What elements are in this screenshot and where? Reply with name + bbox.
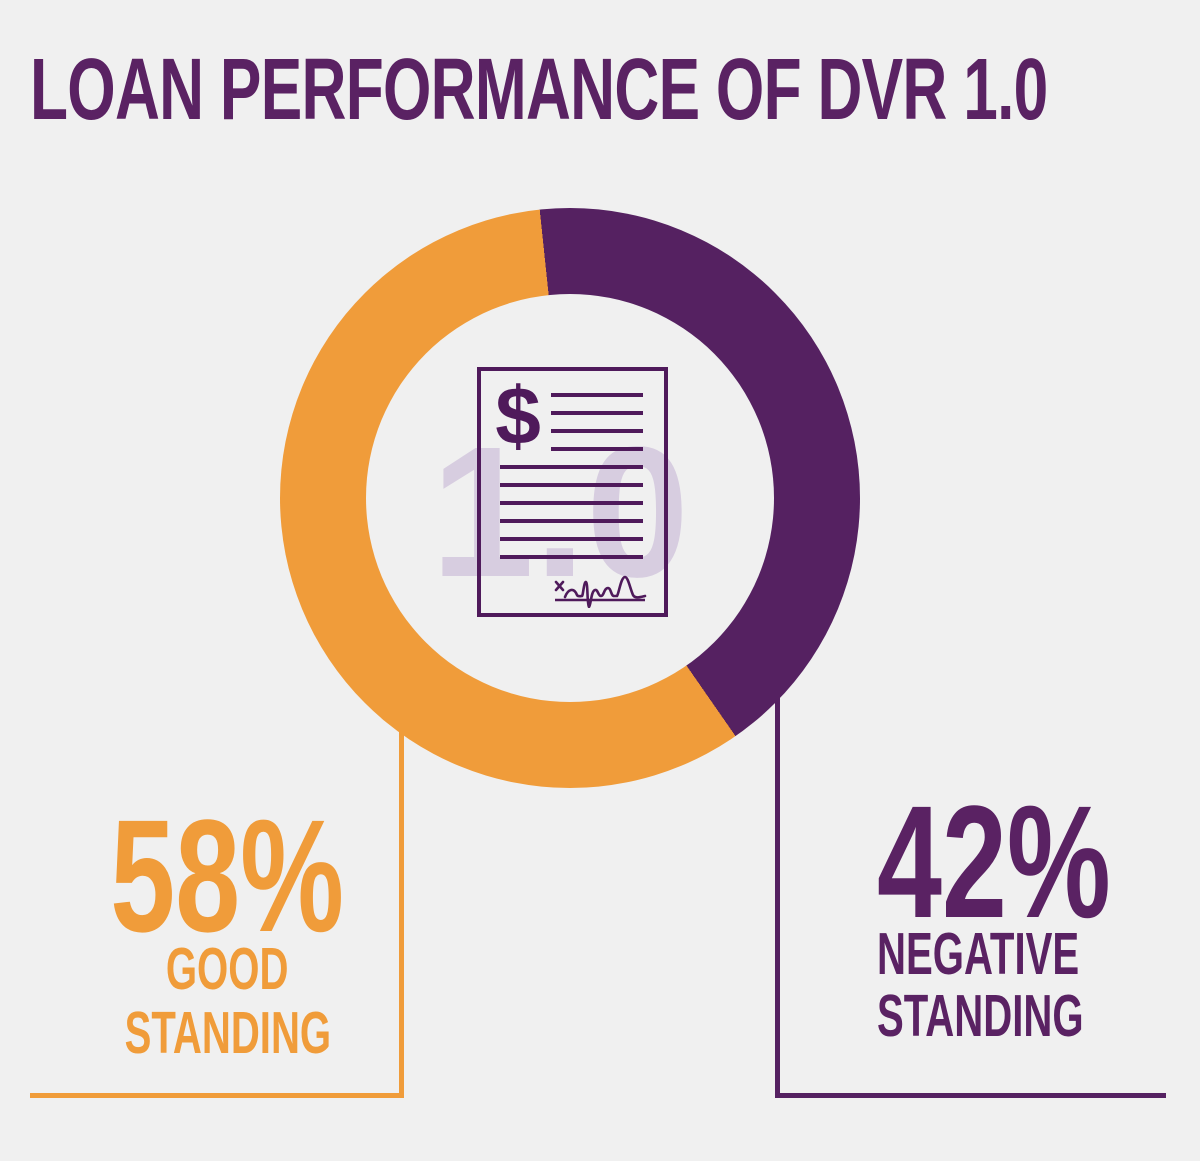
signature-icon — [554, 575, 647, 608]
doc-line — [551, 411, 643, 415]
good-callout-label-line2: STANDING — [124, 1000, 331, 1066]
negative-callout-label-line1: NEGATIVE — [877, 921, 1080, 987]
page-title: LOAN PERFORMANCE OF DVR 1.0 — [30, 46, 1200, 133]
doc-line — [500, 519, 643, 523]
negative-callout-label-line2: STANDING — [877, 983, 1084, 1049]
doc-line — [551, 393, 643, 397]
loan-document-icon — [477, 367, 668, 617]
doc-line — [551, 447, 643, 451]
donut-hole — [366, 294, 774, 702]
doc-line — [500, 465, 643, 469]
doc-line — [500, 501, 643, 505]
negative-callout-pct: 42% — [877, 772, 1111, 951]
doc-line — [500, 555, 643, 559]
doc-line — [551, 429, 643, 433]
doc-line — [500, 483, 643, 487]
dollar-sign: $ — [495, 371, 541, 462]
negative-connector-horizontal-line — [775, 1093, 1166, 1098]
page-title-text: LOAN PERFORMANCE OF DVR 1.0 — [30, 41, 1048, 138]
good-callout-label-line1: GOOD — [166, 936, 289, 1002]
good-connector-vertical-line — [399, 715, 404, 1098]
good-callout-pct: 58% — [110, 786, 345, 965]
doc-line — [500, 537, 643, 541]
good-connector-horizontal-line — [30, 1093, 404, 1098]
negative-connector-vertical-line — [775, 680, 780, 1098]
